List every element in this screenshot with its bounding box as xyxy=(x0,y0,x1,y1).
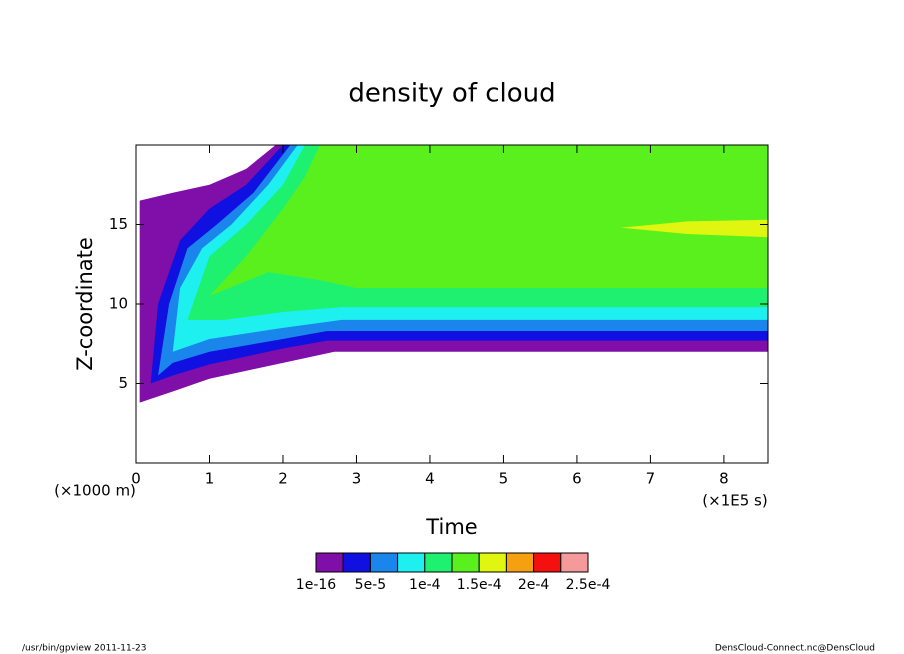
x-tick-label: 7 xyxy=(646,470,656,488)
x-tick-label: 0 xyxy=(131,470,141,488)
y-tick-label: 5 xyxy=(118,374,128,392)
chart-title: density of cloud xyxy=(348,79,555,109)
x-tick-label: 1 xyxy=(205,470,215,488)
colorbar-label: 1e-4 xyxy=(409,577,441,593)
x-tick-label: 5 xyxy=(499,470,509,488)
colorbar-box xyxy=(533,552,562,573)
colorbar-box xyxy=(505,552,535,573)
colorbar-label: 2e-4 xyxy=(518,577,550,593)
x-tick-label: 8 xyxy=(719,470,729,488)
colorbar-box xyxy=(369,552,399,573)
y-tick-label: 10 xyxy=(109,295,128,313)
y-tick-label: 15 xyxy=(109,215,128,233)
colorbar-label: 1e-16 xyxy=(296,577,336,593)
colorbar-box xyxy=(342,552,371,573)
footer-left: /usr/bin/gpview 2011-11-23 xyxy=(22,644,146,654)
colorbar-box xyxy=(478,552,507,573)
colorbar-label: 2.5e-4 xyxy=(566,577,611,593)
y-unit: (×1000 m) xyxy=(54,482,136,500)
colorbar-box xyxy=(424,552,453,573)
colorbar-label: 5e-5 xyxy=(355,577,386,593)
colorbar-box xyxy=(560,552,589,573)
x-tick-label: 6 xyxy=(572,470,582,488)
contour-region xyxy=(621,219,768,238)
contour-fill xyxy=(139,145,768,403)
x-tick-label: 4 xyxy=(425,470,435,488)
contour-region xyxy=(209,145,768,297)
colorbar-box xyxy=(315,552,344,573)
colorbar-label: 1.5e-4 xyxy=(457,577,502,593)
colorbar-box xyxy=(397,552,426,573)
x-tick-label: 3 xyxy=(352,470,362,488)
colorbar-box xyxy=(451,552,480,573)
y-axis-label: Z-coordinate xyxy=(73,237,97,371)
x-tick-label: 2 xyxy=(278,470,288,488)
x-unit: (×1E5 s) xyxy=(702,492,767,510)
footer-right: DensCloud-Connect.nc@DensCloud xyxy=(715,644,875,654)
x-axis-label: Time xyxy=(425,515,477,539)
